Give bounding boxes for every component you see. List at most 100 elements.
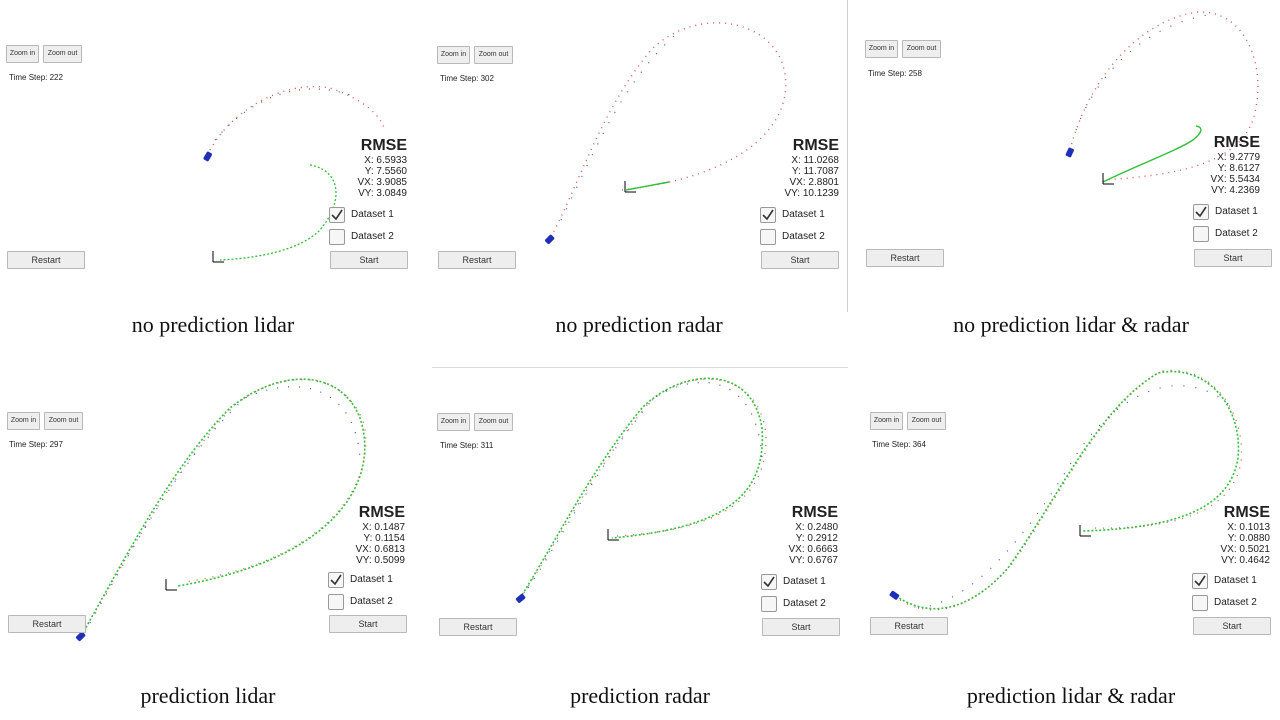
rmse-title: RMSE: [792, 137, 839, 154]
restart-button[interactable]: Restart: [439, 618, 517, 636]
caption: no prediction radar: [555, 312, 723, 337]
restart-button[interactable]: Restart: [8, 615, 86, 633]
rmse-y: Y: 0.0880: [1227, 533, 1270, 544]
simulator-panel-no-prediction-radar: Zoom in Zoom out Time Step: 302 RMSE X: …: [431, 0, 857, 345]
rmse-vx: VX: 0.6663: [788, 544, 838, 555]
checkmark-icon: [762, 209, 774, 221]
zoom-out-button[interactable]: Zoom out: [474, 46, 513, 64]
start-button[interactable]: Start: [330, 251, 408, 269]
time-step-label: Time Step: 297: [9, 440, 63, 449]
checkmark-icon: [1194, 575, 1206, 587]
measurement-trail-secondary: [527, 381, 763, 589]
zoom-out-button[interactable]: Zoom out: [902, 40, 941, 58]
time-step-label: Time Step: 302: [440, 74, 494, 83]
zoom-in-button[interactable]: Zoom in: [865, 40, 898, 58]
start-button[interactable]: Start: [1194, 249, 1272, 267]
dataset-1-label: Dataset 1: [1215, 206, 1258, 217]
sensor-axes-icon: [212, 251, 224, 263]
restart-button[interactable]: Restart: [7, 251, 85, 269]
zoom-in-button[interactable]: Zoom in: [437, 46, 470, 64]
checkbox-box[interactable]: [1193, 204, 1209, 220]
checkbox-box[interactable]: [760, 207, 776, 223]
rmse-x: X: 0.2480: [795, 522, 838, 533]
rmse-vx: VX: 0.6813: [355, 544, 405, 555]
track-plot: [75, 378, 367, 642]
estimate-trail: [79, 378, 366, 639]
zoom-out-button[interactable]: Zoom out: [43, 45, 82, 63]
estimate-trail: [219, 164, 337, 261]
caption: prediction radar: [570, 683, 710, 708]
rmse-y: Y: 7.5560: [364, 166, 407, 177]
rmse-y: Y: 11.7087: [791, 166, 839, 177]
checkmark-icon: [330, 574, 342, 586]
start-button[interactable]: Start: [1193, 617, 1271, 635]
measurement-trail-secondary: [89, 386, 361, 624]
car-icon: [1065, 147, 1074, 158]
dataset-2-label: Dataset 2: [782, 231, 825, 242]
time-step-label: Time Step: 258: [868, 69, 922, 78]
restart-button[interactable]: Restart: [866, 249, 944, 267]
zoom-in-button[interactable]: Zoom in: [870, 412, 903, 430]
rmse-x: X: 0.1013: [1227, 522, 1270, 533]
time-step-label: Time Step: 222: [9, 73, 63, 82]
estimate-trail: [895, 370, 1240, 610]
rmse-title: RMSE: [360, 137, 407, 154]
dataset-1-label: Dataset 1: [783, 576, 826, 587]
dataset-1-label: Dataset 1: [351, 209, 394, 220]
track-plot: [203, 85, 386, 263]
restart-button[interactable]: Restart: [438, 251, 516, 269]
start-button[interactable]: Start: [761, 251, 839, 269]
zoom-in-button[interactable]: Zoom in: [6, 45, 39, 63]
rmse-vx: VX: 3.9085: [357, 177, 407, 188]
sensor-axes-icon: [1102, 173, 1114, 185]
start-button[interactable]: Start: [762, 618, 840, 636]
checkbox-box[interactable]: [761, 574, 777, 590]
dataset-2-label: Dataset 2: [783, 598, 826, 609]
checkbox-box[interactable]: [328, 594, 344, 610]
rmse-vy: VY: 0.6767: [789, 555, 838, 566]
panel-divider-horizontal: [432, 367, 848, 368]
checkbox-box[interactable]: [1192, 573, 1208, 589]
zoom-out-button[interactable]: Zoom out: [474, 413, 513, 431]
rmse-panel: RMSE X: 0.2480 Y: 0.2912 VX: 0.6663 VY: …: [758, 504, 838, 566]
dataset-2-label: Dataset 2: [350, 596, 393, 607]
rmse-vx: VX: 2.8801: [789, 177, 839, 188]
zoom-in-button[interactable]: Zoom in: [437, 413, 470, 431]
simulator-panel-no-prediction-lidar-radar: Zoom in Zoom out Time Step: 258 RMSE X: …: [858, 0, 1280, 345]
zoom-out-button[interactable]: Zoom out: [44, 412, 83, 430]
car-icon: [544, 234, 555, 245]
rmse-panel: RMSE X: 11.0268 Y: 11.7087 VX: 2.8801 VY…: [759, 137, 840, 199]
track-plot: [515, 377, 767, 603]
rmse-panel: RMSE X: 0.1013 Y: 0.0880 VX: 0.5021 VY: …: [1190, 504, 1270, 566]
car-icon: [889, 590, 900, 600]
rmse-vx: VX: 5.5434: [1210, 174, 1260, 185]
measurement-trail: [899, 369, 1243, 611]
simulator-panel-prediction-lidar-radar: Zoom in Zoom out Time Step: 364 RMSE X: …: [858, 368, 1280, 720]
measurement-trail-secondary: [214, 88, 351, 141]
car-icon: [515, 593, 526, 603]
checkmark-icon: [331, 209, 343, 221]
sensor-axes-icon: [624, 181, 636, 193]
estimate-trail: [625, 181, 670, 191]
zoom-out-button[interactable]: Zoom out: [907, 412, 946, 430]
track-plot: [889, 369, 1243, 611]
checkbox-box[interactable]: [1192, 595, 1208, 611]
zoom-in-button[interactable]: Zoom in: [7, 412, 40, 430]
rmse-title: RMSE: [791, 504, 838, 521]
car-icon: [203, 151, 213, 162]
checkbox-box[interactable]: [329, 229, 345, 245]
rmse-x: X: 0.1487: [362, 522, 405, 533]
checkbox-box[interactable]: [328, 572, 344, 588]
measurement-trail: [523, 378, 767, 594]
simulator-panel-prediction-radar: Zoom in Zoom out Time Step: 311 RMSE X: …: [432, 368, 854, 720]
restart-button[interactable]: Restart: [870, 617, 948, 635]
caption: no prediction lidar: [131, 312, 295, 337]
checkbox-box[interactable]: [761, 596, 777, 612]
rmse-vy: VY: 4.2369: [1211, 185, 1260, 196]
checkbox-box[interactable]: [760, 229, 776, 245]
checkbox-box[interactable]: [1193, 226, 1209, 242]
measurement-trail: [83, 378, 367, 631]
checkbox-box[interactable]: [329, 207, 345, 223]
start-button[interactable]: Start: [329, 615, 407, 633]
dataset-1-label: Dataset 1: [1214, 575, 1257, 586]
